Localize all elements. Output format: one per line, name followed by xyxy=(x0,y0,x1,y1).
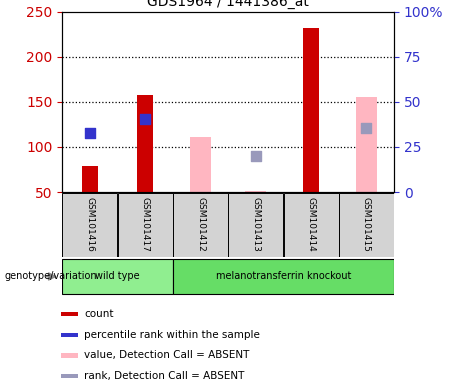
Text: GSM101412: GSM101412 xyxy=(196,197,205,252)
Bar xyxy=(82,166,98,192)
Bar xyxy=(61,312,78,316)
Text: GSM101416: GSM101416 xyxy=(85,197,95,252)
Bar xyxy=(356,97,377,192)
Bar xyxy=(173,193,228,257)
Bar xyxy=(137,96,153,192)
Bar xyxy=(118,193,173,257)
Bar xyxy=(339,193,394,257)
Bar xyxy=(284,193,339,257)
Text: GSM101415: GSM101415 xyxy=(362,197,371,252)
Bar xyxy=(190,137,211,192)
Bar xyxy=(303,28,319,192)
Point xyxy=(363,125,370,131)
Text: value, Detection Call = ABSENT: value, Detection Call = ABSENT xyxy=(84,350,249,360)
Bar xyxy=(62,259,173,294)
Bar xyxy=(173,259,394,294)
Bar xyxy=(245,191,266,192)
Text: genotype/variation: genotype/variation xyxy=(5,271,97,281)
Bar xyxy=(62,193,118,257)
Text: percentile rank within the sample: percentile rank within the sample xyxy=(84,329,260,339)
Text: GSM101414: GSM101414 xyxy=(307,197,316,252)
Point xyxy=(142,116,149,122)
Text: wild type: wild type xyxy=(95,271,140,281)
Text: rank, Detection Call = ABSENT: rank, Detection Call = ABSENT xyxy=(84,371,244,381)
Title: GDS1964 / 1441386_at: GDS1964 / 1441386_at xyxy=(147,0,309,9)
Point xyxy=(252,153,260,159)
Bar xyxy=(61,374,78,378)
Bar xyxy=(61,353,78,358)
Text: GSM101417: GSM101417 xyxy=(141,197,150,252)
Text: GSM101413: GSM101413 xyxy=(251,197,260,252)
Text: melanotransferrin knockout: melanotransferrin knockout xyxy=(216,271,351,281)
Bar xyxy=(228,193,284,257)
Point xyxy=(86,130,94,136)
Text: count: count xyxy=(84,309,113,319)
Bar xyxy=(61,333,78,337)
